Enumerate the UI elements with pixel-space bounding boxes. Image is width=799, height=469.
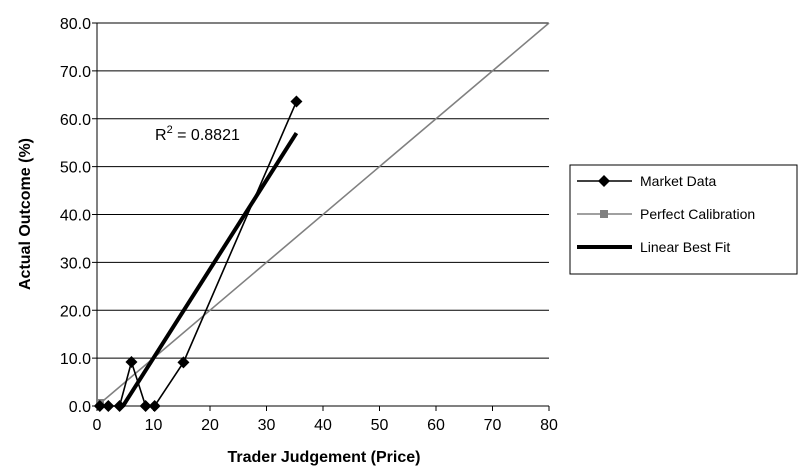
data-point-marker [600, 210, 608, 218]
data-point-marker [102, 400, 115, 412]
series-linear-best-fit [121, 132, 299, 408]
y-tick-label: 40.0 [60, 208, 91, 225]
legend-items: Market Data Perfect Calibration Linear Bes… [577, 173, 755, 255]
x-tick-label: 30 [258, 417, 276, 434]
data-point-marker [125, 355, 138, 368]
data-point-marker [93, 400, 106, 412]
gridlines [97, 22, 549, 359]
x-tick-label: 70 [484, 417, 502, 434]
x-tick-label: 20 [201, 417, 219, 434]
r-squared-label: R2 = 0.8821 [155, 124, 240, 144]
legend-item-market-data: Market Data [577, 173, 716, 189]
x-tick-label: 10 [145, 417, 163, 434]
legend-label: Linear Best Fit [640, 239, 730, 255]
x-tick-label: 50 [371, 417, 389, 434]
r-squared-value: = 0.8821 [173, 127, 240, 144]
x-tick-label: 40 [314, 417, 332, 434]
r-squared-exponent: 2 [167, 124, 173, 136]
y-tick-label: 80.0 [60, 16, 91, 33]
y-tick-label: 60.0 [60, 112, 91, 129]
data-point-marker [113, 400, 126, 412]
legend-label: Market Data [640, 173, 716, 189]
y-tick-label: 70.0 [60, 64, 91, 81]
axes: 0.0 10.0 20.0 30.0 40.0 50.0 60.0 70.0 80.0 0 10 20… [60, 16, 558, 434]
x-axis-title: Trader Judgement (Price) [228, 449, 421, 466]
data-point-marker [139, 400, 152, 412]
data-point-marker [290, 95, 303, 108]
y-tick-label: 50.0 [60, 160, 91, 177]
x-tick-label: 0 [93, 417, 102, 434]
series-market-data [93, 95, 303, 412]
series-line [121, 132, 299, 408]
series-line [96, 22, 550, 407]
legend-item-perfect-calibration: Perfect Calibration [577, 206, 755, 222]
y-axis-title: Actual Outcome (%) [17, 138, 34, 290]
data-point-marker [177, 356, 190, 369]
legend-item-linear-best-fit: Linear Best Fit [577, 239, 730, 255]
plot-area [93, 22, 550, 412]
x-tick-label: 80 [540, 417, 558, 434]
y-tick-label: 30.0 [60, 255, 91, 272]
data-point-marker [148, 400, 161, 412]
legend: Market Data Perfect Calibration Linear Bes… [569, 164, 798, 275]
y-tick-label: 10.0 [60, 351, 91, 368]
legend-label: Perfect Calibration [640, 206, 755, 222]
x-tick-label: 60 [427, 417, 445, 434]
y-tick-label: 0.0 [69, 399, 91, 416]
y-tick-label: 20.0 [60, 303, 91, 320]
data-point-marker [598, 175, 610, 187]
